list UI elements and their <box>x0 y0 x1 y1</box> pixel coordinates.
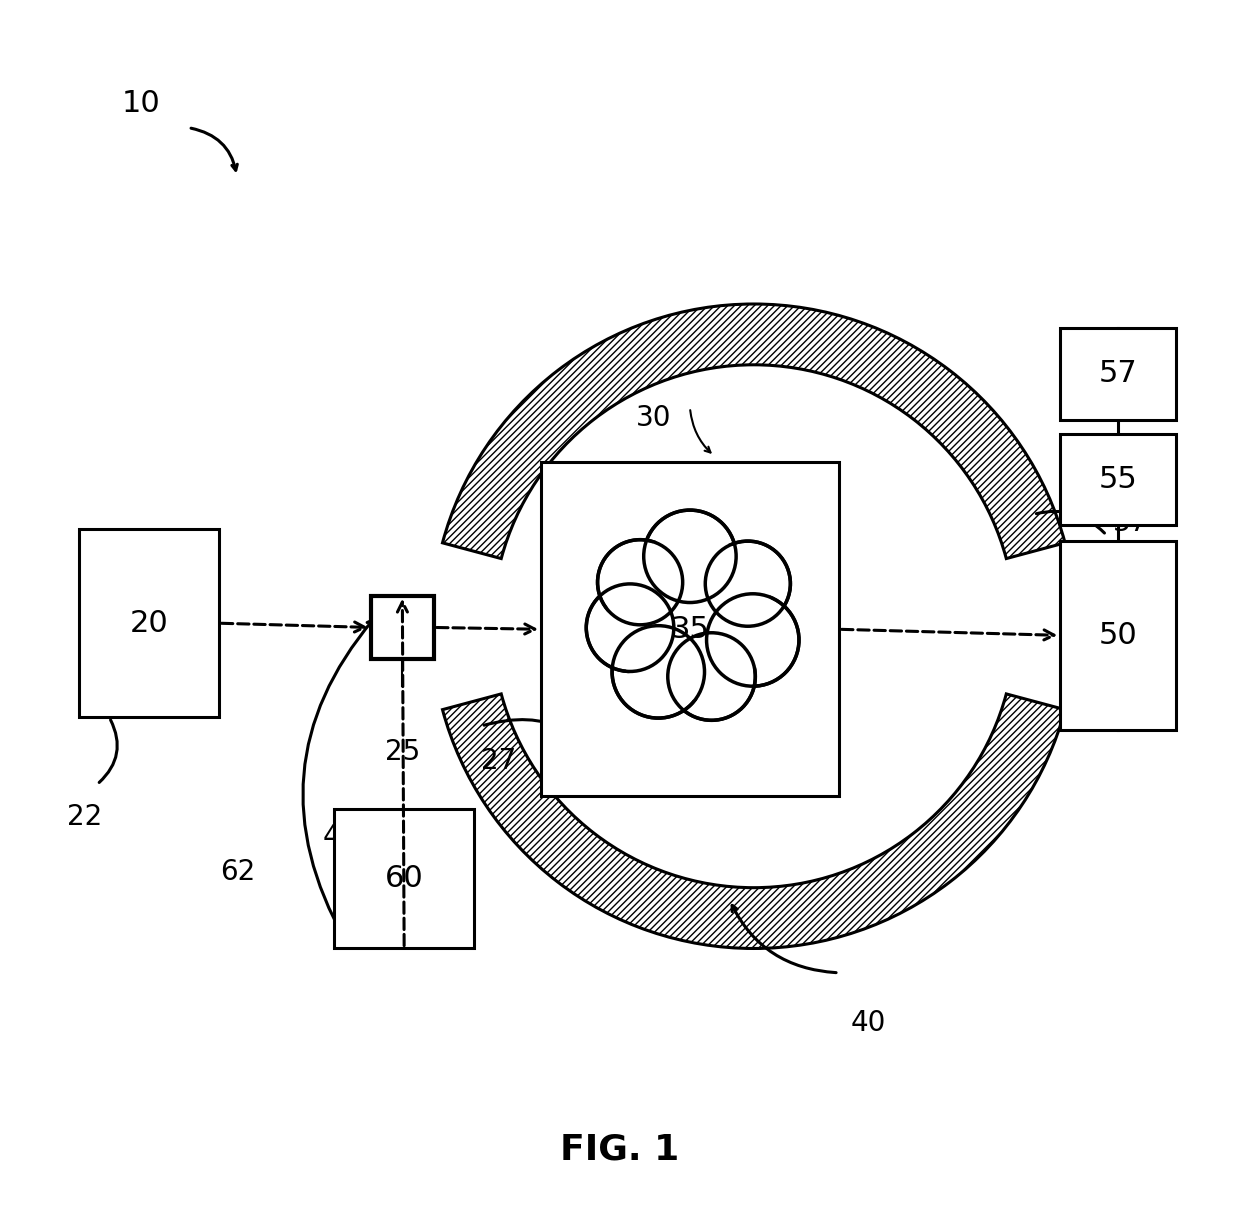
Bar <box>1060 541 1176 730</box>
Bar <box>541 462 839 796</box>
Bar <box>1060 328 1176 420</box>
Circle shape <box>608 535 773 700</box>
Bar <box>79 529 218 717</box>
Text: 10: 10 <box>122 89 160 118</box>
Text: 30: 30 <box>636 404 671 432</box>
Text: 50: 50 <box>1099 621 1137 649</box>
Circle shape <box>587 584 673 671</box>
Text: 35: 35 <box>671 615 709 643</box>
Text: 37: 37 <box>1112 508 1148 537</box>
Text: 62: 62 <box>219 857 255 885</box>
Text: 22: 22 <box>67 803 103 831</box>
Wedge shape <box>443 694 1065 948</box>
Text: 60: 60 <box>384 865 424 893</box>
Bar <box>1060 434 1176 525</box>
Text: FIG. 1: FIG. 1 <box>560 1132 680 1166</box>
Text: 27: 27 <box>481 747 517 775</box>
Circle shape <box>707 593 799 686</box>
Circle shape <box>644 511 737 603</box>
Circle shape <box>613 626 704 719</box>
Wedge shape <box>443 304 1065 558</box>
Bar <box>335 809 474 948</box>
Text: 57: 57 <box>1099 360 1137 388</box>
Text: 55: 55 <box>1099 466 1137 494</box>
Circle shape <box>608 535 773 700</box>
Circle shape <box>706 541 790 626</box>
Text: 20: 20 <box>129 609 169 637</box>
Circle shape <box>598 540 683 625</box>
Bar <box>371 596 434 659</box>
Circle shape <box>668 632 755 720</box>
Text: 40: 40 <box>322 823 358 851</box>
Text: 40: 40 <box>851 1009 887 1037</box>
Text: 25: 25 <box>384 738 420 766</box>
